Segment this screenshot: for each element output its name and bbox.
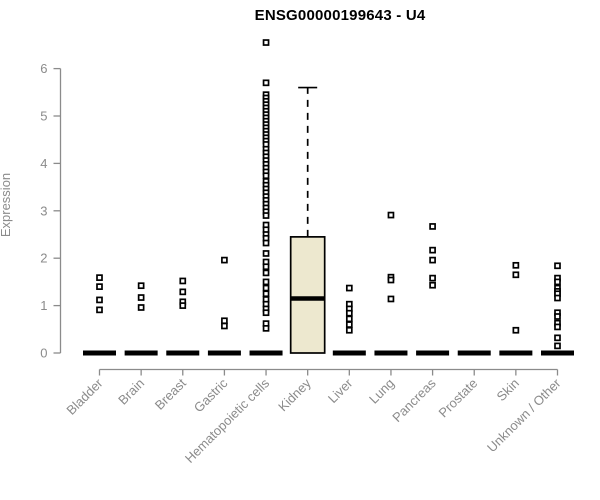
y-tick-label: 1 — [40, 298, 47, 313]
outlier-point — [512, 271, 520, 279]
y-tick-label: 0 — [40, 346, 47, 361]
outlier-point — [345, 284, 353, 292]
x-tick-label: Gastric — [191, 375, 231, 415]
outlier-point — [429, 256, 436, 264]
x-tick-label: Unknown / Other — [484, 375, 564, 455]
outlier-point — [429, 274, 436, 282]
outlier-point — [429, 246, 436, 254]
x-tick-label: Prostate — [436, 376, 481, 421]
zero-bar — [124, 350, 158, 356]
y-tick-label: 5 — [40, 109, 47, 124]
outlier-point — [262, 172, 270, 180]
outlier-point — [262, 278, 270, 286]
outlier-point — [262, 269, 270, 277]
outlier-point — [262, 309, 270, 317]
outlier-point — [262, 250, 270, 257]
x-tick-label: Kidney — [275, 375, 314, 414]
zero-bar — [374, 350, 408, 356]
outlier-point — [554, 294, 561, 302]
outlier-point — [345, 321, 353, 328]
zero-bar — [541, 350, 574, 356]
x-tick-label: Breast — [152, 375, 189, 412]
outlier-point — [179, 277, 187, 285]
outlier-point — [137, 294, 145, 301]
x-tick-label: Pancreas — [389, 375, 439, 425]
outlier-point — [554, 313, 561, 320]
outlier-point — [262, 239, 270, 247]
outlier-point — [429, 281, 436, 289]
outlier-point — [554, 262, 561, 270]
outlier-point — [387, 295, 395, 303]
outlier-point — [262, 39, 270, 46]
zero-bar — [249, 350, 283, 356]
outlier-point — [554, 342, 561, 350]
outlier-point — [387, 276, 395, 284]
box — [289, 236, 326, 354]
outlier-point — [96, 283, 103, 290]
zero-bar — [499, 350, 533, 356]
outlier-point — [262, 79, 270, 87]
chart-title: ENSG00000199643 - U4 — [254, 7, 426, 24]
outlier-point — [262, 263, 270, 271]
outlier-point — [96, 296, 103, 304]
outlier-point — [262, 290, 270, 298]
outlier-point — [221, 322, 228, 330]
x-tick-label: Skin — [493, 376, 521, 404]
outlier-point — [429, 223, 436, 230]
outlier-point — [179, 288, 187, 296]
outlier-point — [262, 325, 270, 332]
outlier-point — [345, 309, 353, 317]
outlier-point — [554, 323, 561, 331]
outlier-point — [221, 256, 228, 264]
outlier-point — [262, 284, 270, 292]
x-tick-label: Bladder — [63, 375, 106, 418]
outlier-point — [554, 334, 561, 342]
outlier-point — [512, 261, 520, 269]
y-tick-label: 3 — [40, 203, 47, 218]
zero-bar — [83, 350, 116, 356]
outlier-point — [387, 211, 395, 219]
zero-bar — [416, 350, 450, 356]
outlier-point — [96, 274, 103, 281]
y-tick-label: 6 — [40, 61, 47, 76]
x-tick-label: Brain — [115, 376, 147, 408]
zero-bar — [332, 350, 366, 356]
y-tick-label: 2 — [40, 251, 47, 266]
outlier-point — [345, 326, 353, 334]
zero-bar — [457, 350, 491, 356]
outlier-point — [221, 317, 228, 325]
outlier-point — [137, 282, 145, 290]
zero-bar — [207, 350, 241, 356]
zero-bar — [166, 350, 200, 356]
outlier-point — [554, 278, 561, 286]
y-tick-label: 4 — [40, 156, 47, 171]
outlier-point — [179, 302, 187, 309]
outlier-point — [262, 212, 270, 219]
x-tick-label: Lung — [366, 376, 397, 407]
outlier-point — [512, 326, 520, 334]
outlier-point — [345, 315, 353, 323]
x-tick-label: Liver — [325, 375, 356, 406]
outlier-point — [96, 306, 103, 314]
outlier-point — [137, 304, 145, 311]
